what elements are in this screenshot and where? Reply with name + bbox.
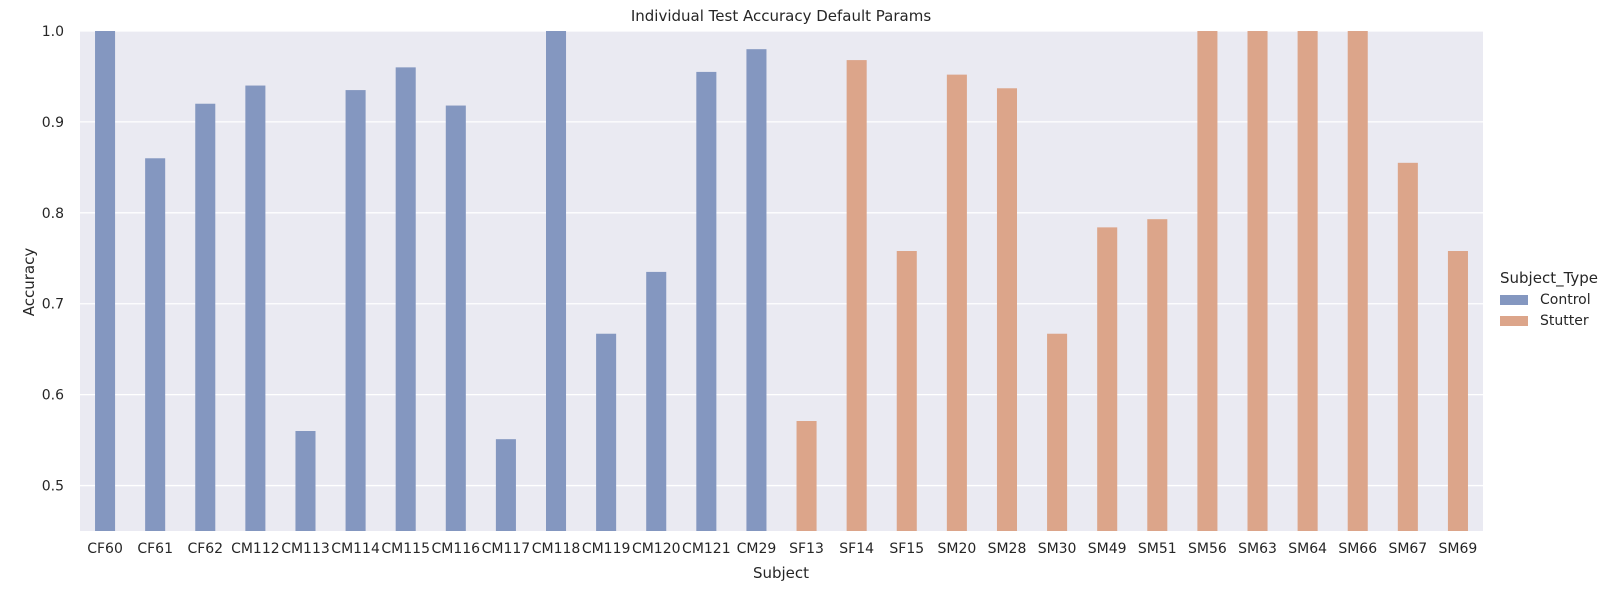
x-tick-label: SM66 <box>1338 541 1377 557</box>
y-tick-label: 0.8 <box>42 206 64 222</box>
bar-control-cm113 <box>295 431 316 531</box>
x-tick-label: SM30 <box>1038 541 1077 557</box>
bar-control-cm29 <box>746 49 767 531</box>
bar-stutter-sf14 <box>846 60 867 531</box>
bar-control-cm118 <box>545 31 567 531</box>
x-axis-label: Subject <box>753 564 809 582</box>
x-tick-label: CM119 <box>582 541 631 557</box>
plot-area <box>80 31 1483 531</box>
x-tick-label: CM115 <box>381 541 430 557</box>
bar-stutter-sm64 <box>1297 31 1318 531</box>
x-tick-label: SF14 <box>839 541 874 557</box>
y-tick-label: 0.9 <box>42 115 64 131</box>
bar-control-cm115 <box>395 67 416 531</box>
x-tick-label: CM112 <box>231 541 280 557</box>
bar-stutter-sm49 <box>1097 227 1118 531</box>
bar-stutter-sm28 <box>996 88 1018 531</box>
legend-label-control: Control <box>1540 292 1591 308</box>
x-tick-label: SM63 <box>1238 541 1277 557</box>
bar-control-cf62 <box>195 103 216 532</box>
bar-stutter-sm63 <box>1247 31 1268 531</box>
x-tick-label: SM49 <box>1088 541 1127 557</box>
x-tick-label: CM120 <box>632 541 681 557</box>
bar-control-cm120 <box>646 271 667 531</box>
legend-swatch-stutter <box>1500 316 1528 326</box>
x-tick-label: CM113 <box>281 541 330 557</box>
bar-stutter-sm51 <box>1147 219 1168 531</box>
x-tick-label: SF13 <box>789 541 824 557</box>
x-axis-ticks: CF60 CF61 CF62 CM112 CM113 CM114 CM115 CM116 CM1… <box>87 541 1477 557</box>
bar-control-cm121 <box>696 71 717 531</box>
x-tick-label: CF61 <box>137 541 173 557</box>
legend-label-stutter: Stutter <box>1540 313 1589 329</box>
x-tick-label: SM20 <box>937 541 976 557</box>
bar-stutter-sf13 <box>796 421 817 531</box>
bar-stutter-sf15 <box>896 251 917 531</box>
bar-control-cf60 <box>95 31 116 531</box>
x-tick-label: CM114 <box>331 541 380 557</box>
bar-control-cm114 <box>345 90 366 531</box>
bar-stutter-sm67 <box>1397 162 1418 531</box>
bar-control-cm112 <box>245 85 266 531</box>
bar-control-cf61 <box>145 158 166 532</box>
x-tick-label: CM121 <box>682 541 731 557</box>
x-tick-label: SM64 <box>1288 541 1327 557</box>
x-tick-label: CM29 <box>737 541 777 557</box>
bars <box>95 31 1468 532</box>
y-tick-label: 1.0 <box>42 24 64 40</box>
x-tick-label: CM116 <box>432 541 481 557</box>
x-tick-label: CM118 <box>532 541 581 557</box>
x-tick-label: CF62 <box>187 541 223 557</box>
y-axis-label: Accuracy <box>20 248 38 317</box>
x-tick-label: CM117 <box>482 541 531 557</box>
x-tick-label: SM28 <box>988 541 1027 557</box>
legend-title: Subject_Type <box>1500 269 1598 288</box>
bar-stutter-sm69 <box>1447 251 1468 531</box>
x-tick-label: SM67 <box>1388 541 1427 557</box>
y-tick-label: 0.5 <box>42 479 64 495</box>
bar-control-cm119 <box>596 333 617 531</box>
bar-control-cm117 <box>495 439 516 531</box>
bar-control-cm116 <box>445 105 466 531</box>
bar-stutter-sm56 <box>1197 31 1218 531</box>
legend-swatch-control <box>1500 295 1528 305</box>
bar-stutter-sm66 <box>1347 31 1368 531</box>
x-tick-label: SM56 <box>1188 541 1227 557</box>
bar-stutter-sm20 <box>946 74 967 532</box>
chart-title: Individual Test Accuracy Default Params <box>631 7 931 25</box>
y-tick-label: 0.6 <box>42 388 64 404</box>
legend: Subject_Type Control Stutter <box>1500 269 1598 329</box>
x-tick-label: SF15 <box>889 541 924 557</box>
y-axis-ticks: 0.5 0.6 0.7 0.8 0.9 1.0 <box>42 24 64 495</box>
y-tick-label: 0.7 <box>42 297 64 313</box>
x-tick-label: SM69 <box>1439 541 1478 557</box>
bar-stutter-sm30 <box>1047 333 1068 531</box>
x-tick-label: SM51 <box>1138 541 1177 557</box>
x-tick-label: CF60 <box>87 541 123 557</box>
